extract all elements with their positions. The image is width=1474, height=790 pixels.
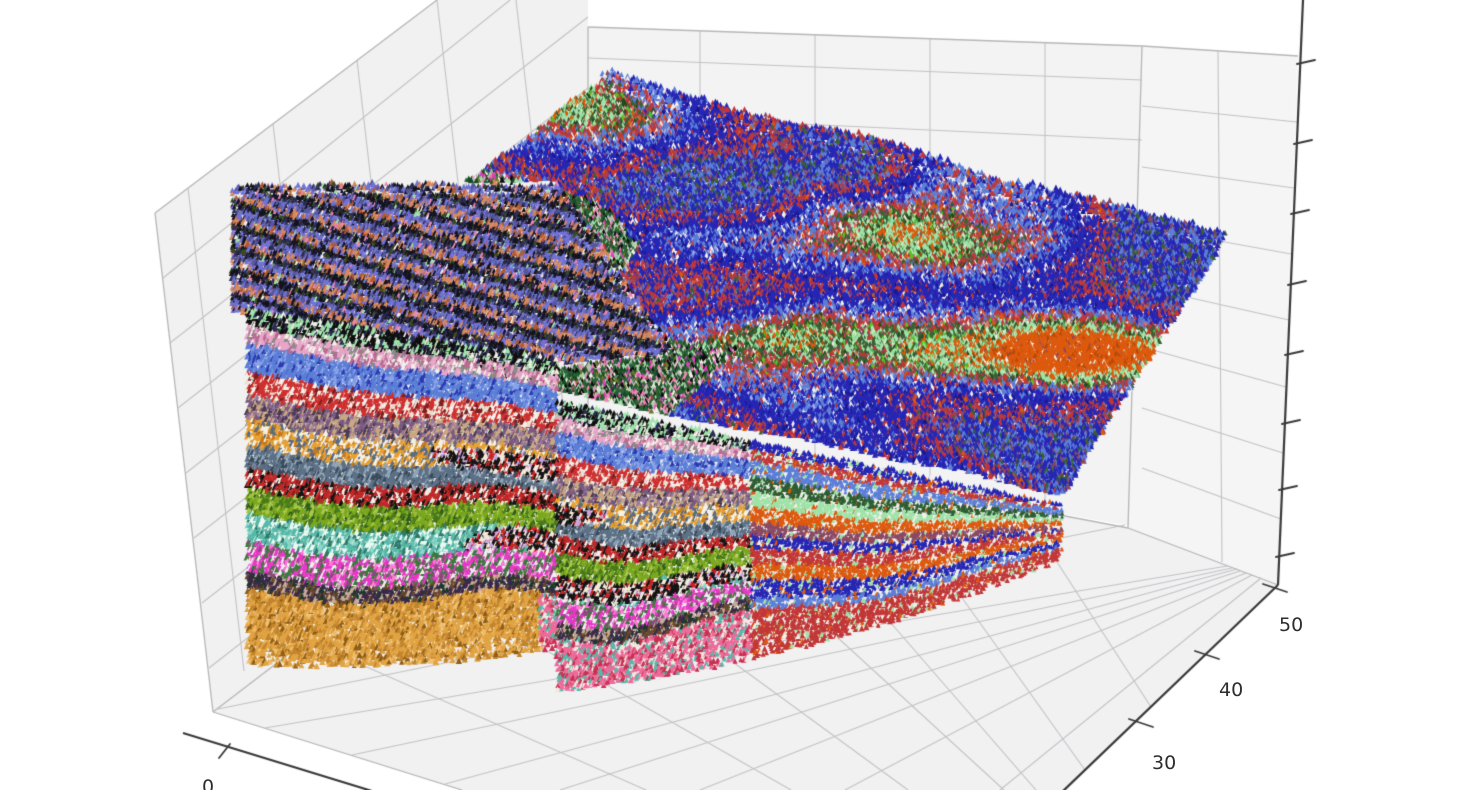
y-tick-label-30: 30: [1152, 752, 1177, 774]
y-tick-label-50: 50: [1279, 614, 1304, 636]
y-tick-label-40: 40: [1219, 679, 1244, 701]
x-tick-label-0: 0: [202, 776, 215, 790]
